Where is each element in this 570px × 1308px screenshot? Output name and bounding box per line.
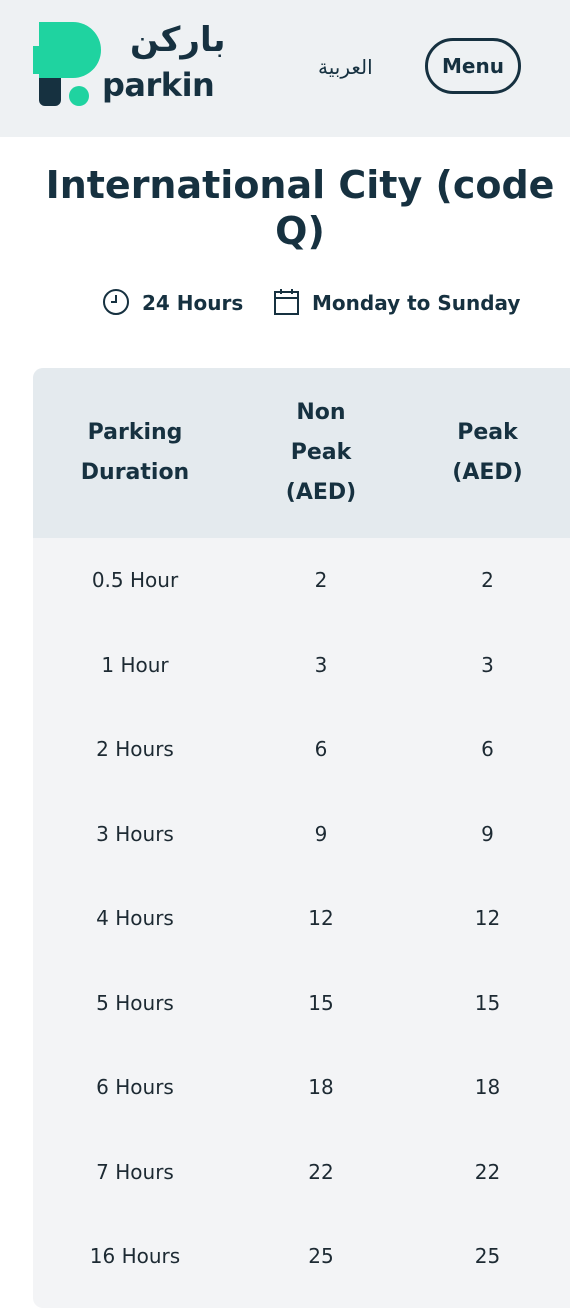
- price-cell: 22: [308, 1159, 334, 1184]
- column-header: Peak (AED): [405, 368, 570, 538]
- price-cell: 18: [474, 1075, 501, 1100]
- days: Monday to Sunday: [312, 291, 521, 315]
- duration-cell: 16 Hours: [89, 1244, 181, 1269]
- info-row: 24 Hours Monday to Sunday: [0, 286, 570, 320]
- price-cell: 15: [308, 990, 334, 1015]
- price-cell: 6: [314, 737, 328, 762]
- price-cell: 12: [308, 906, 334, 931]
- price-cell: 2: [481, 568, 494, 593]
- price-cell: 3: [314, 652, 328, 677]
- duration-cell: 4 Hours: [96, 906, 174, 931]
- column-header-text: Parking Duration: [80, 420, 190, 485]
- price-cell: 22: [474, 1159, 501, 1184]
- table-row: 4 Hours 12 12: [33, 876, 570, 961]
- table-row: 1 Hour 3 3: [33, 623, 570, 708]
- price-cell: 9: [481, 821, 494, 846]
- column-header-text: Non Peak (AED): [285, 400, 357, 505]
- table-row: 6 Hours 18 18: [33, 1045, 570, 1130]
- price-cell: 25: [474, 1244, 501, 1269]
- clock-icon: [103, 289, 129, 315]
- page-title: International City (code Q): [45, 163, 555, 253]
- price-cell: 3: [481, 652, 494, 677]
- duration-cell: 1 Hour: [101, 652, 169, 677]
- table-row: 5 Hours 15 15: [33, 961, 570, 1046]
- table-row: 0.5 Hour 2 2: [33, 538, 570, 623]
- rate-table-container: Parking Duration Non Peak (AED) Peak (AED)…: [33, 368, 570, 1308]
- hours: 24 Hours: [142, 291, 244, 315]
- duration-cell: 0.5 Hour: [91, 568, 179, 593]
- duration-cell: 2 Hours: [96, 737, 174, 762]
- duration-cell: 6 Hours: [96, 1075, 174, 1100]
- table-row: 3 Hours 9 9: [33, 792, 570, 877]
- table-row: 7 Hours 22 22: [33, 1130, 570, 1215]
- language-link[interactable]: العربية: [318, 55, 373, 79]
- duration-cell: 5 Hours: [96, 990, 174, 1015]
- price-cell: 25: [308, 1244, 334, 1269]
- header: باركن parkin العربية Menu: [0, 0, 570, 137]
- price-cell: 6: [481, 737, 494, 762]
- calendar-icon: [274, 289, 299, 315]
- menu-button[interactable]: Menu: [425, 38, 521, 94]
- table-body: 0.5 Hour 2 2 1 Hour 3 3 2 Hours 6 6 3 Hours 9 9 4 Ho…: [33, 538, 570, 1299]
- table-row: 16 Hours 25 25: [33, 1214, 570, 1299]
- rate-table: Parking Duration Non Peak (AED) Peak (AED)…: [33, 368, 570, 1299]
- price-cell: 9: [314, 821, 328, 846]
- table-row: 2 Hours 6 6: [33, 707, 570, 792]
- price-cell: 18: [308, 1075, 334, 1100]
- column-header: Non Peak (AED): [237, 368, 405, 538]
- logo-text: parkin: [102, 66, 215, 104]
- price-cell: 15: [474, 990, 501, 1015]
- column-header: Parking Duration: [33, 368, 237, 538]
- logo-arabic: باركن: [130, 20, 226, 60]
- column-header-text: Peak (AED): [452, 420, 523, 485]
- logo-mark: [33, 22, 101, 106]
- price-cell: 12: [474, 906, 501, 931]
- duration-cell: 7 Hours: [96, 1159, 174, 1184]
- price-cell: 2: [314, 568, 328, 593]
- duration-cell: 3 Hours: [96, 821, 174, 846]
- table-header-row: Parking Duration Non Peak (AED) Peak (AED): [33, 368, 570, 538]
